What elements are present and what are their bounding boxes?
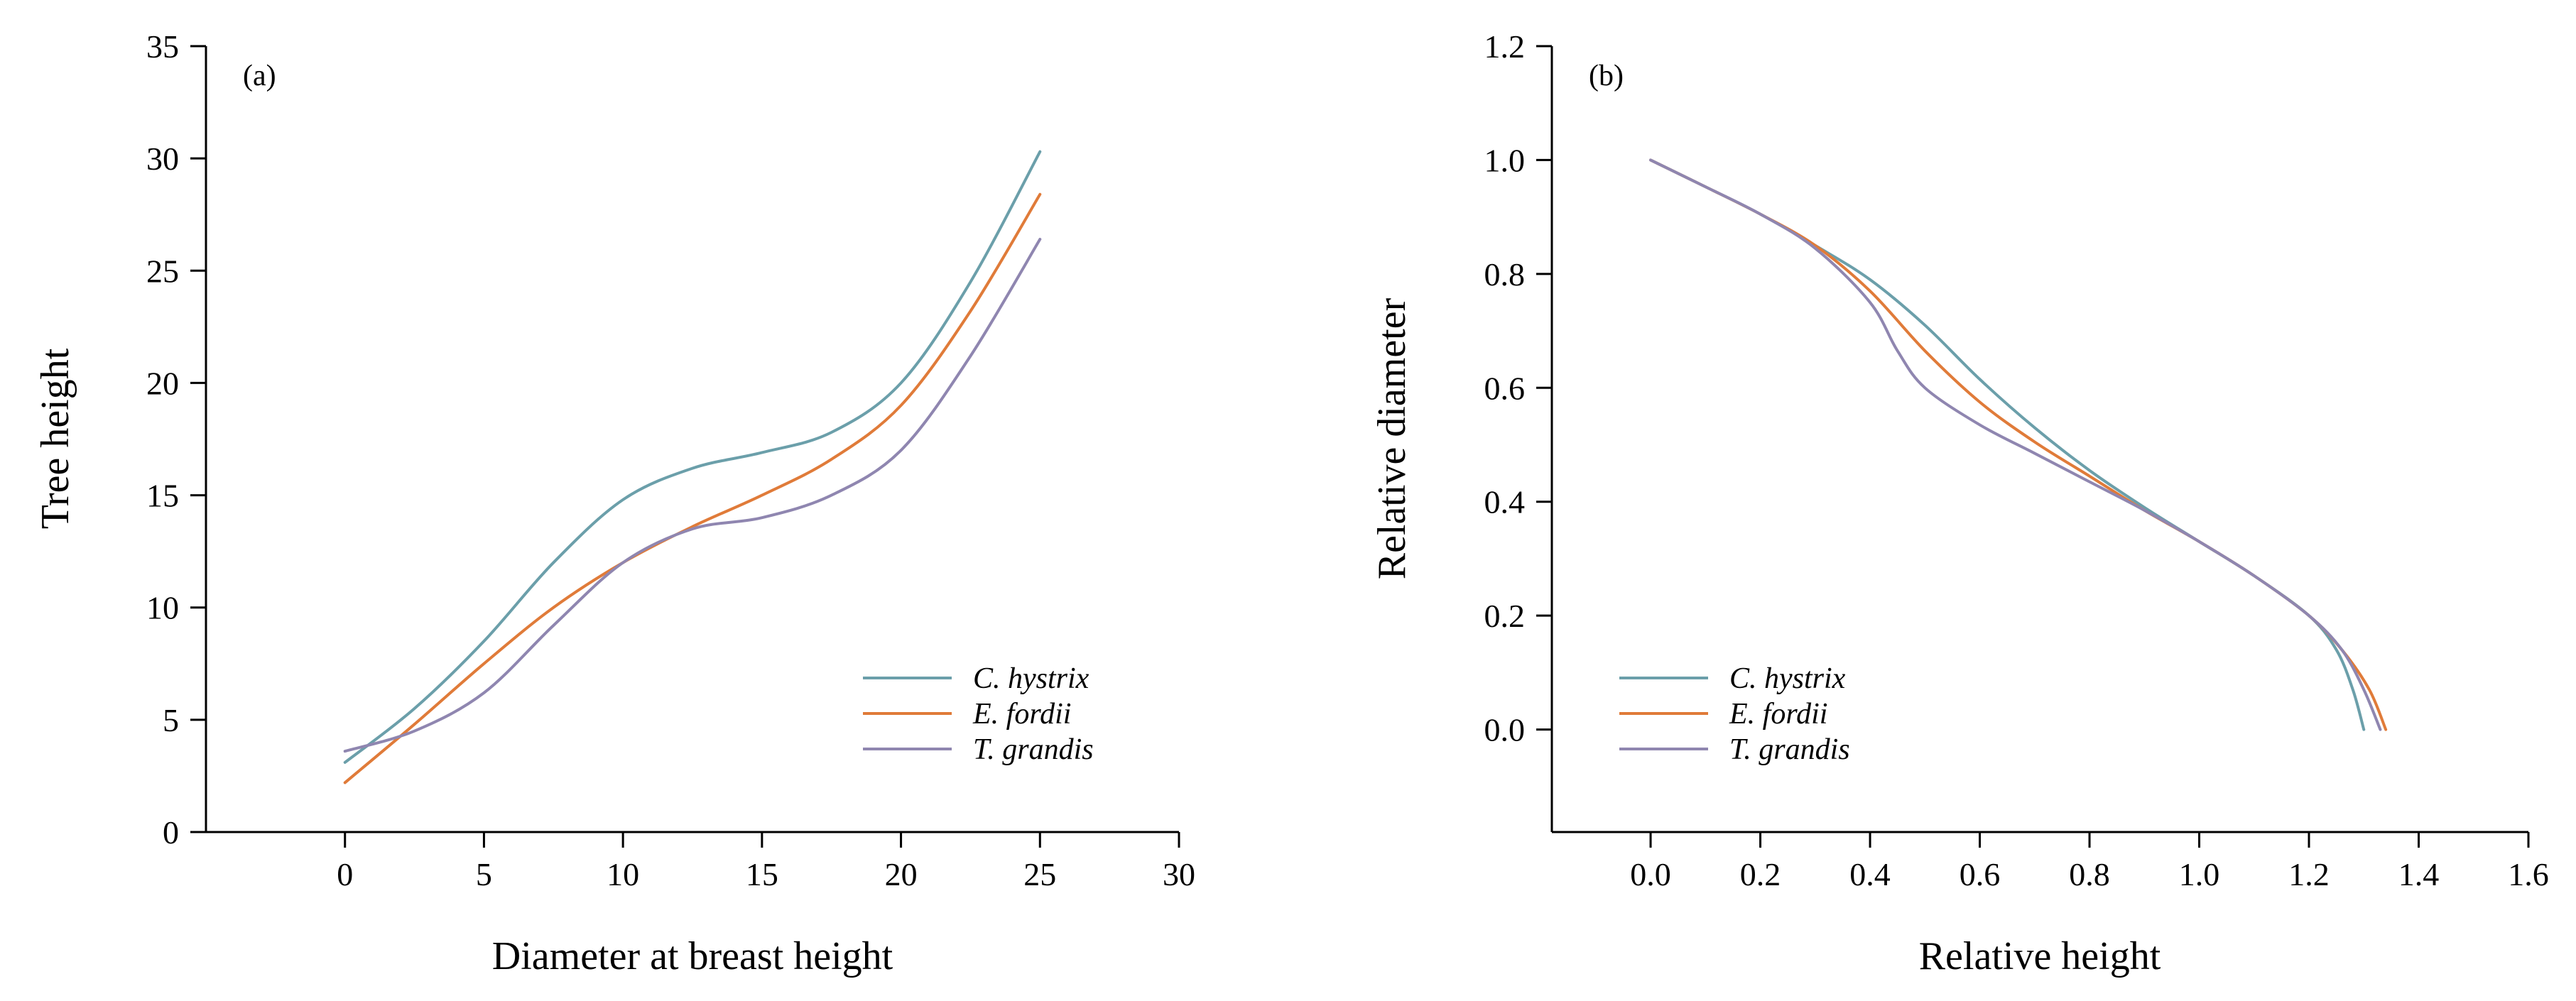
panel-a-legend-label-e-fordii: E. fordii xyxy=(972,698,1071,731)
panel-a-y-tick-label: 35 xyxy=(146,28,179,65)
panel-b-x-tick-label: 1.0 xyxy=(2179,856,2220,892)
panel-a-x-tick-label: 25 xyxy=(1023,856,1056,892)
panel-b-x-tick-label: 0.6 xyxy=(1960,856,2001,892)
panel-a-y-tick-label: 5 xyxy=(163,702,179,738)
panel-a-series-line-e-fordii xyxy=(343,192,1042,784)
panel-b-x-tick-label: 0.4 xyxy=(1849,856,1891,892)
panel-b-y-tick-label: 1.2 xyxy=(1484,28,1526,65)
panel-b-y-tick-label: 0.0 xyxy=(1484,712,1526,748)
panel-b-x-tick-label: 1.6 xyxy=(2508,856,2549,892)
panel-b-y-tick-label: 0.6 xyxy=(1484,370,1526,406)
panel-a-y-tick-label: 10 xyxy=(146,590,179,626)
panel-b-legend-label-t-grandis: T. grandis xyxy=(1729,733,1850,766)
panel-b-x-tick-label: 0.0 xyxy=(1630,856,1671,892)
panel-a-x-tick-label: 30 xyxy=(1163,856,1195,892)
panel-b-chart: 0.0 0.2 0.4 0.6 0.8 1.0 1.2 0.0 0.2 0.4 0.6 0.8 1.0… xyxy=(1370,28,2549,978)
panel-b-x-tick-label: 1.2 xyxy=(2288,856,2330,892)
panel-a-series-line-t-grandis xyxy=(343,238,1042,753)
panel-b-y-axis-title: Relative diameter xyxy=(1370,297,1414,579)
panel-b-x-axis-title: Relative height xyxy=(1919,934,2161,978)
panel-a-y-tick-label: 0 xyxy=(163,814,179,850)
panel-b-x-tick-label: 0.2 xyxy=(1740,856,1781,892)
panel-a-y-tick-label: 20 xyxy=(146,365,179,401)
panel-b-y-tick-label: 0.8 xyxy=(1484,256,1526,292)
panel-b-series-line-c-hystrix xyxy=(1649,158,2366,731)
panel-a-x-axis-title: Diameter at breast height xyxy=(492,934,893,978)
panel-b-x-tick-label: 0.8 xyxy=(2069,856,2110,892)
panel-a-x-tick-label: 20 xyxy=(885,856,918,892)
panel-b-y-tick-label: 0.4 xyxy=(1484,484,1526,520)
panel-b-label: (b) xyxy=(1589,60,1624,92)
panel-a-x-tick-label: 0 xyxy=(337,856,353,892)
panel-a-y-tick-label: 30 xyxy=(146,141,179,177)
panel-a-chart: 0 5 10 15 20 25 30 35 0 5 10 15 20 25 30 (a) Diameter… xyxy=(33,28,1195,978)
panel-a-legend-label-t-grandis: T. grandis xyxy=(973,733,1094,766)
panel-a-x-tick-label: 5 xyxy=(476,856,492,892)
panel-b-y-tick-label: 1.0 xyxy=(1484,142,1526,178)
panel-a-y-axis-title: Tree height xyxy=(33,348,77,529)
panel-a-x-tick-label: 10 xyxy=(607,856,639,892)
panel-a-legend-label-c-hystrix: C. hystrix xyxy=(973,662,1089,695)
panel-b-legend-label-c-hystrix: C. hystrix xyxy=(1729,662,1846,695)
panel-a-label: (a) xyxy=(243,60,276,92)
panel-a-y-tick-label: 25 xyxy=(146,253,179,289)
panel-a-x-tick-label: 15 xyxy=(746,856,778,892)
panel-b-series-line-t-grandis xyxy=(1649,158,2382,731)
panel-b-x-tick-label: 1.4 xyxy=(2398,856,2440,892)
panel-b-y-tick-label: 0.2 xyxy=(1484,598,1526,634)
panel-b-legend-label-e-fordii: E. fordii xyxy=(1729,698,1827,731)
panel-a-y-tick-label: 15 xyxy=(146,478,179,514)
panel-a-series-line-c-hystrix xyxy=(343,150,1042,764)
